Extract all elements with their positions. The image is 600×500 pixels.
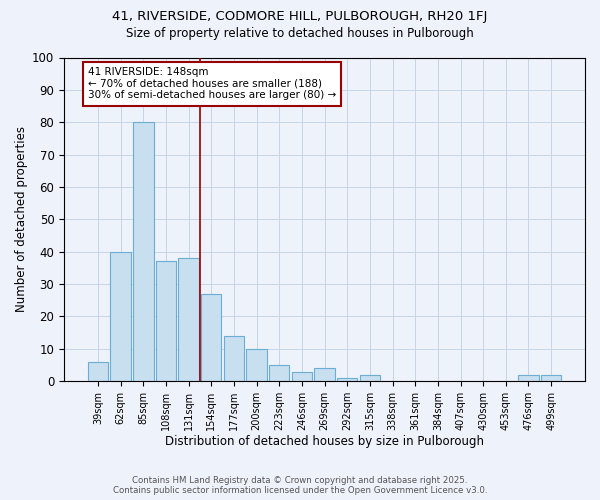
X-axis label: Distribution of detached houses by size in Pulborough: Distribution of detached houses by size … — [165, 434, 484, 448]
Bar — [541, 375, 562, 381]
Bar — [201, 294, 221, 381]
Bar — [359, 375, 380, 381]
Bar — [110, 252, 131, 381]
Bar — [247, 349, 267, 381]
Bar — [269, 365, 289, 381]
Bar — [292, 372, 312, 381]
Bar — [518, 375, 539, 381]
Text: Contains HM Land Registry data © Crown copyright and database right 2025.
Contai: Contains HM Land Registry data © Crown c… — [113, 476, 487, 495]
Text: 41 RIVERSIDE: 148sqm
← 70% of detached houses are smaller (188)
30% of semi-deta: 41 RIVERSIDE: 148sqm ← 70% of detached h… — [88, 67, 336, 100]
Bar — [178, 258, 199, 381]
Text: Size of property relative to detached houses in Pulborough: Size of property relative to detached ho… — [126, 28, 474, 40]
Bar — [133, 122, 154, 381]
Y-axis label: Number of detached properties: Number of detached properties — [15, 126, 28, 312]
Bar — [314, 368, 335, 381]
Bar — [156, 262, 176, 381]
Bar — [88, 362, 108, 381]
Text: 41, RIVERSIDE, CODMORE HILL, PULBOROUGH, RH20 1FJ: 41, RIVERSIDE, CODMORE HILL, PULBOROUGH,… — [112, 10, 488, 23]
Bar — [224, 336, 244, 381]
Bar — [337, 378, 358, 381]
